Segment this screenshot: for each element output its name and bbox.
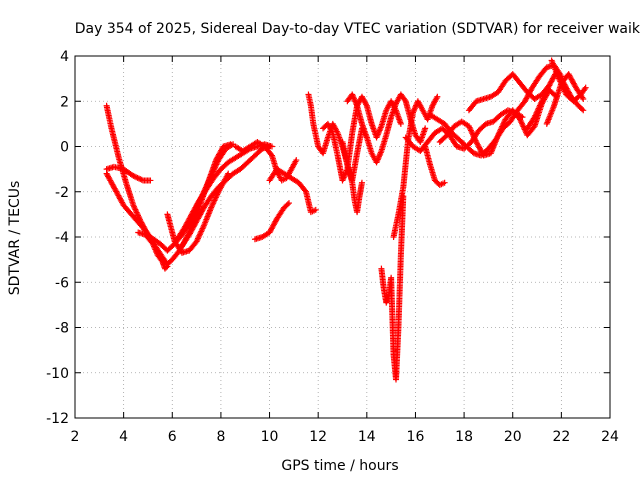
x-tick-label: 8 bbox=[216, 429, 225, 445]
chart-title: Day 354 of 2025, Sidereal Day-to-day VTE… bbox=[75, 21, 640, 37]
data-point bbox=[582, 84, 589, 91]
data-point bbox=[135, 175, 142, 182]
y-tick-label: -12 bbox=[46, 411, 69, 427]
y-tick-label: -8 bbox=[55, 321, 69, 337]
x-tick-label: 2 bbox=[71, 429, 80, 445]
data-point bbox=[133, 174, 140, 181]
x-tick-label: 6 bbox=[168, 429, 177, 445]
x-tick-label: 18 bbox=[455, 429, 473, 445]
y-tick-label: 4 bbox=[60, 49, 69, 65]
data-point bbox=[358, 179, 365, 186]
y-tick-label: 2 bbox=[60, 94, 69, 110]
x-tick-label: 4 bbox=[119, 429, 128, 445]
data-point bbox=[131, 173, 138, 180]
data-point bbox=[397, 120, 404, 127]
x-tick-label: 20 bbox=[504, 429, 522, 445]
data-point bbox=[164, 263, 171, 270]
y-tick-label: 0 bbox=[60, 140, 69, 156]
x-tick-label: 14 bbox=[358, 429, 376, 445]
x-tick-label: 10 bbox=[261, 429, 279, 445]
data-point bbox=[434, 93, 441, 100]
data-point bbox=[580, 95, 587, 102]
y-tick-label: -10 bbox=[46, 366, 69, 382]
y-axis-title: SDTVAR / TECUs bbox=[7, 181, 23, 296]
y-tick-label: -4 bbox=[55, 230, 69, 246]
data-point bbox=[134, 174, 141, 181]
data-point bbox=[312, 206, 319, 213]
y-tick-label: -6 bbox=[55, 275, 69, 291]
y-tick-label: -2 bbox=[55, 185, 69, 201]
data-point bbox=[147, 177, 154, 184]
data-point bbox=[422, 125, 429, 132]
x-tick-label: 24 bbox=[601, 429, 619, 445]
data-points bbox=[103, 57, 589, 383]
data-point bbox=[579, 106, 586, 113]
data-point bbox=[138, 176, 145, 183]
x-tick-label: 16 bbox=[407, 429, 425, 445]
data-point bbox=[401, 96, 408, 103]
data-point bbox=[580, 107, 587, 114]
data-point bbox=[581, 86, 588, 93]
data-point bbox=[286, 200, 292, 207]
data-point bbox=[130, 172, 137, 179]
data-point bbox=[441, 179, 448, 186]
data-point bbox=[284, 201, 291, 208]
data-point bbox=[293, 157, 300, 164]
data-point bbox=[137, 176, 144, 183]
x-axis-title: GPS time / hours bbox=[281, 458, 398, 474]
x-tick-label: 22 bbox=[552, 429, 570, 445]
x-tick-label: 12 bbox=[309, 429, 327, 445]
data-point bbox=[163, 264, 170, 271]
